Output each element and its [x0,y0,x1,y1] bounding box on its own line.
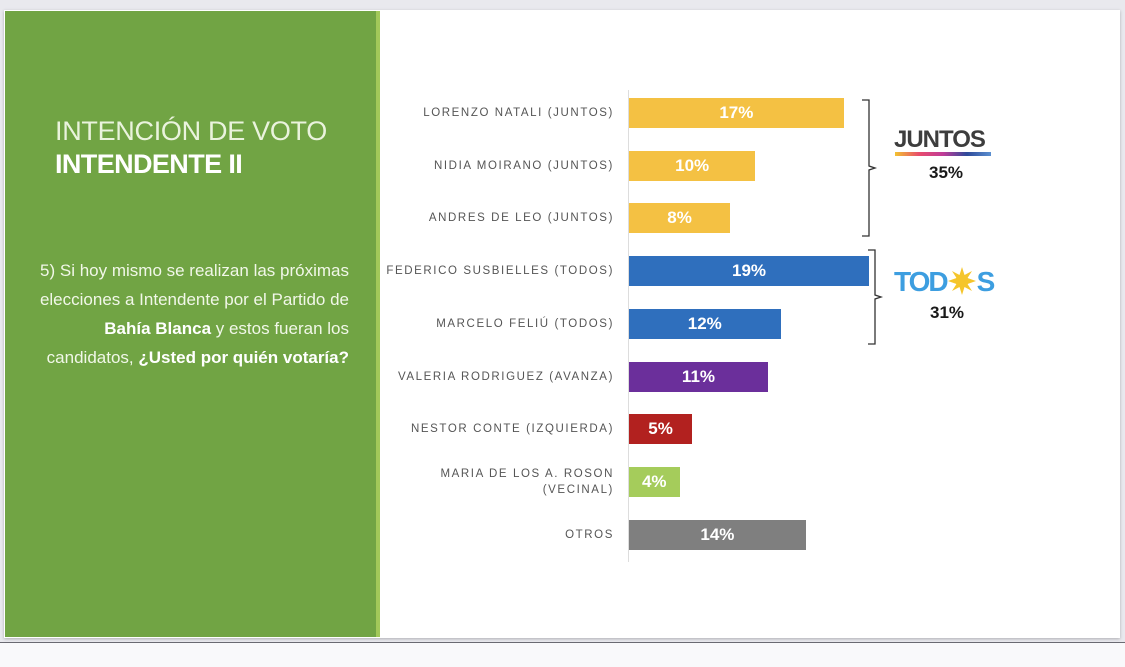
todos-logo: TOD S [894,266,996,298]
bar-value-label: 12% [687,313,722,333]
category-label-line: ANDRES DE LEO (JUNTOS) [428,212,614,225]
slide-title-line2: INTENDENTE II [55,149,243,179]
chart-axis [628,90,629,562]
slide-title-line1: INTENCIÓN DE VOTO [55,116,327,146]
bar-4 [629,308,781,339]
bar-3 [629,256,869,287]
bar-value-label: 14% [700,524,735,544]
todos-logo-right: S [976,266,996,297]
bottom-bar [0,642,1125,667]
category-label-line: LORENZO NATALI (JUNTOS) [423,107,614,119]
question-text-1: 5) Si hoy mismo se realizan las próximas… [39,261,349,309]
question-text-2: y estos fueran los candidatos, [46,319,349,367]
todos-brace [868,249,884,345]
todos-logo-left: TOD [894,266,949,297]
bar-6 [629,414,693,445]
category-label: ANDRES DE LEO (JUNTOS) [374,210,614,226]
juntos-logo: JUNTOS [894,126,986,153]
bar-value-label: 5% [648,419,673,439]
category-label: NESTOR CONTE (IZQUIERDA) [374,421,614,437]
juntos-logo-stripe [895,152,991,156]
bar-8 [629,519,806,550]
category-label: FEDERICO SUSBIELLES (TODOS) [374,263,614,279]
bar-value-label: 10% [675,155,710,175]
category-label-line: VALERIA RODRIGUEZ (AVANZA) [397,370,614,383]
survey-question: 5) Si hoy mismo se realizan las próximas… [19,256,349,372]
category-label-line: MARIA DE LOS A. ROSON [440,467,614,480]
juntos-total: 35% [929,163,964,182]
category-label: NIDIA MOIRANO (JUNTOS) [374,158,614,174]
category-label: VALERIA RODRIGUEZ (AVANZA) [374,369,614,385]
bar-value-label: 8% [667,208,692,228]
bar-value-label: 4% [641,471,667,491]
bar-value-label: 11% [681,366,716,386]
sun-icon [947,267,976,295]
category-label: LORENZO NATALI (JUNTOS) [374,105,614,121]
category-label-line: FEDERICO SUSBIELLES (TODOS) [386,265,614,278]
bar-7 [629,466,680,497]
slide: INTENCIÓN DE VOTO INTENDENTE II 5) Si ho… [4,10,1120,638]
category-label: OTROS [374,527,614,543]
bar-0 [629,98,844,128]
bar-2 [629,203,731,234]
category-label: MARCELO FELIÚ (TODOS) [374,316,614,332]
category-label: MARIA DE LOS A. ROSON (VECINAL) [374,466,614,498]
category-label-line: NESTOR CONTE (IZQUIERDA) [410,423,614,436]
category-label-line: (VECINAL) [542,483,614,496]
panel-accent-edge [376,11,380,637]
category-label-line: MARCELO FELIÚ (TODOS) [436,317,614,330]
question-bold-location: Bahía Blanca [104,319,212,338]
bar-value-label: 17% [719,103,754,122]
title-panel: INTENCIÓN DE VOTO INTENDENTE II [5,11,376,637]
bar-5 [629,361,768,392]
juntos-brace [862,99,878,237]
todos-total: 31% [930,303,965,322]
category-label-line: OTROS [565,528,614,541]
question-bold-ask: ¿Usted por quién votaría? [138,348,349,367]
bar-1 [629,150,756,181]
category-label-line: NIDIA MOIRANO (JUNTOS) [433,159,614,172]
bar-value-label: 19% [731,261,767,281]
